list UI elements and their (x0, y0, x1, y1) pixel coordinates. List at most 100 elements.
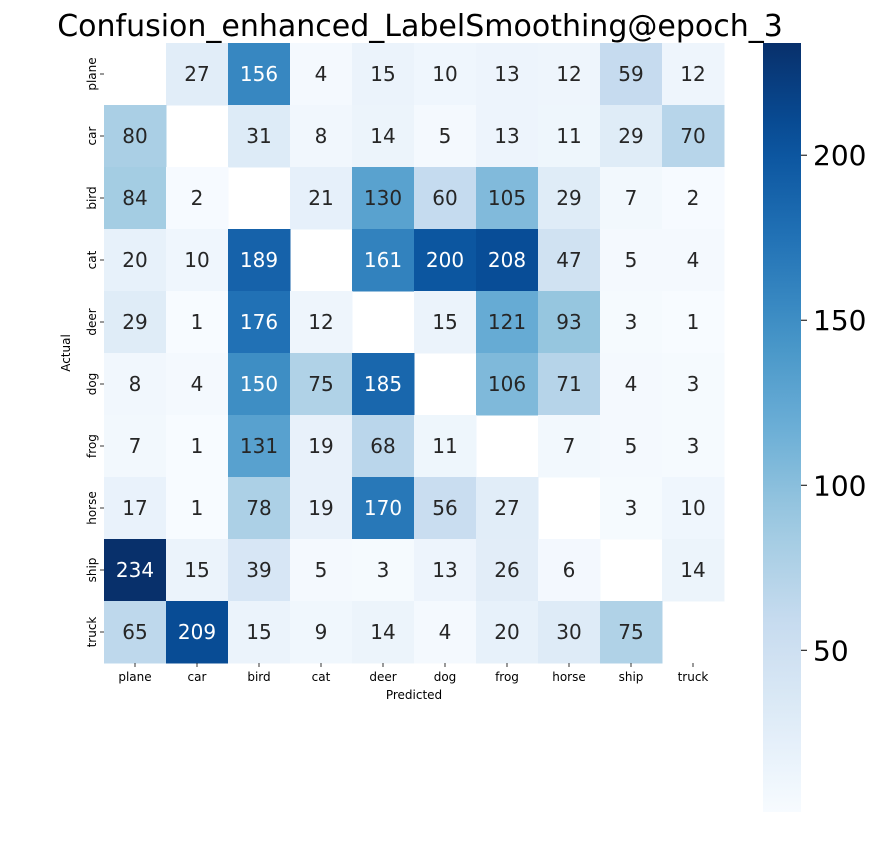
cell-value-label: 5 (439, 124, 452, 148)
cell-value-label: 11 (556, 124, 581, 148)
x-axis-label: Predicted (386, 688, 442, 702)
heatmap-cell (352, 167, 415, 230)
cell-value-label: 31 (246, 124, 271, 148)
cell-value-label: 56 (432, 496, 457, 520)
heatmap-cell (104, 353, 167, 416)
y-tick-label: frog (85, 434, 99, 458)
cell-value-label: 14 (680, 558, 705, 582)
heatmap-cell (414, 601, 477, 664)
cell-value-label: 14 (370, 620, 395, 644)
x-tick-label: frog (495, 670, 519, 684)
cell-value-label: 80 (122, 124, 147, 148)
heatmap-cell (600, 353, 663, 416)
x-tick-label: deer (369, 670, 396, 684)
cell-value-label: 209 (178, 620, 216, 644)
colorbar-tick-label: 200 (813, 139, 866, 172)
heatmap-cell (538, 105, 601, 168)
chart-title: Confusion_enhanced_LabelSmoothing@epoch_… (57, 9, 783, 44)
cell-value-label: 189 (240, 248, 278, 272)
heatmap-cell (166, 477, 229, 540)
cell-value-label: 75 (618, 620, 643, 644)
cell-value-label: 78 (246, 496, 271, 520)
x-axis-ticks: plane car bird cat deer dog frog horse ship truck (118, 663, 708, 684)
cell-value-label: 30 (556, 620, 581, 644)
heatmap-cell (476, 601, 539, 664)
cell-value-label: 156 (240, 62, 278, 86)
cell-value-label: 1 (687, 310, 700, 334)
cell-value-label: 6 (563, 558, 576, 582)
heatmap-cell (290, 43, 353, 106)
heatmap-cell (352, 43, 415, 106)
cell-value-label: 4 (687, 248, 700, 272)
heatmap-cell (290, 105, 353, 168)
heatmap-cell (538, 539, 601, 602)
heatmap-cell (104, 415, 167, 478)
heatmap-cell (662, 105, 725, 168)
cell-value-label: 70 (680, 124, 705, 148)
cell-value-label: 150 (240, 372, 278, 396)
cell-value-label: 7 (129, 434, 142, 458)
heatmap-cell (600, 601, 663, 664)
cell-value-label: 3 (625, 496, 638, 520)
heatmap-cell (538, 415, 601, 478)
cell-value-label: 161 (364, 248, 402, 272)
cell-value-label: 11 (432, 434, 457, 458)
heatmap-cell (290, 539, 353, 602)
heatmap-cell (352, 105, 415, 168)
heatmap-cell (538, 229, 601, 292)
heatmap-cell (104, 291, 167, 354)
heatmap-cell (228, 601, 291, 664)
heatmap-cell (476, 539, 539, 602)
cell-value-label: 105 (488, 186, 526, 210)
heatmap-cell (228, 477, 291, 540)
cell-value-label: 29 (556, 186, 581, 210)
cell-value-label: 3 (625, 310, 638, 334)
cell-value-label: 39 (246, 558, 271, 582)
cell-value-label: 93 (556, 310, 581, 334)
colorbar-ticks: 50 100 150 200 (801, 139, 866, 667)
cell-value-label: 2 (191, 186, 204, 210)
cell-value-label: 59 (618, 62, 643, 86)
x-tick-label: ship (619, 670, 644, 684)
cell-value-label: 9 (315, 620, 328, 644)
heatmap-cell (104, 539, 167, 602)
heatmap-cell (538, 167, 601, 230)
y-tick-label: truck (85, 617, 99, 648)
cell-value-label: 4 (315, 62, 328, 86)
cell-value-label: 234 (116, 558, 154, 582)
heatmap-cell (352, 477, 415, 540)
heatmap-cell (290, 353, 353, 416)
cell-value-label: 5 (625, 434, 638, 458)
cell-value-label: 47 (556, 248, 581, 272)
heatmap-cell (290, 291, 353, 354)
y-axis-label: Actual (59, 334, 73, 372)
heatmap-cell (104, 229, 167, 292)
cell-value-label: 15 (184, 558, 209, 582)
heatmap-cell (352, 601, 415, 664)
heatmap-cell (352, 229, 415, 292)
heatmap-cell (414, 167, 477, 230)
cell-value-label: 75 (308, 372, 333, 396)
cell-value-label: 10 (680, 496, 705, 520)
heatmap-cell (414, 105, 477, 168)
heatmap-cell (166, 43, 229, 106)
cell-value-label: 1 (191, 496, 204, 520)
cell-value-label: 7 (625, 186, 638, 210)
y-tick-label: dog (85, 373, 99, 396)
cell-value-label: 12 (680, 62, 705, 86)
cell-value-label: 65 (122, 620, 147, 644)
cell-value-label: 27 (494, 496, 519, 520)
y-tick-label: horse (85, 491, 99, 525)
y-tick-label: deer (85, 308, 99, 335)
heatmap-cell (662, 415, 725, 478)
heatmap-cell (662, 43, 725, 106)
heatmap-cell (538, 291, 601, 354)
cell-value-label: 8 (129, 372, 142, 396)
heatmap-cell (662, 291, 725, 354)
cell-value-label: 29 (122, 310, 147, 334)
cell-value-label: 14 (370, 124, 395, 148)
x-tick-label: car (188, 670, 207, 684)
cell-value-label: 3 (377, 558, 390, 582)
heatmap-cell (600, 105, 663, 168)
